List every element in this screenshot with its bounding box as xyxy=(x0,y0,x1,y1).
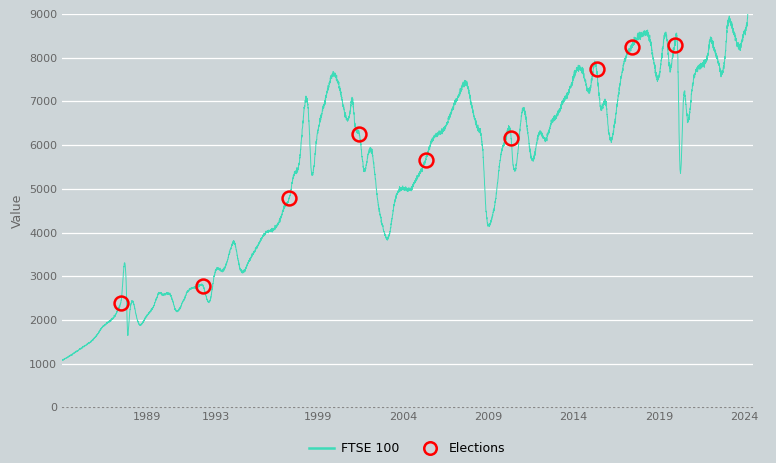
Y-axis label: Value: Value xyxy=(11,194,23,228)
Legend: FTSE 100, Elections: FTSE 100, Elections xyxy=(304,437,511,460)
